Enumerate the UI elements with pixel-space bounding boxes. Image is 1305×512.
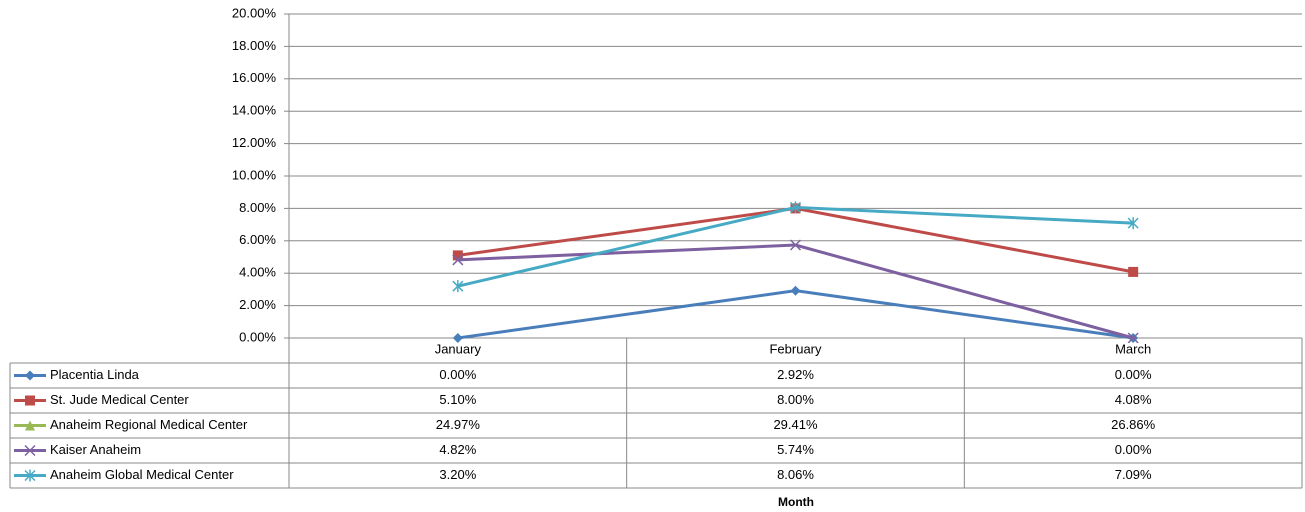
y-tick-label: 16.00% bbox=[232, 70, 277, 85]
table-value: 5.74% bbox=[777, 442, 814, 457]
table-value: 8.00% bbox=[777, 392, 814, 407]
marker bbox=[1128, 266, 1139, 277]
marker bbox=[452, 333, 463, 343]
x-tick-label: January bbox=[435, 341, 482, 356]
table-value: 26.86% bbox=[1111, 417, 1156, 432]
table-value: 0.00% bbox=[1115, 367, 1152, 382]
table-value: 2.92% bbox=[777, 367, 814, 382]
marker bbox=[1127, 332, 1139, 343]
table-value: 5.10% bbox=[439, 392, 476, 407]
marker bbox=[790, 285, 801, 296]
table-value: 3.20% bbox=[439, 467, 476, 482]
table-value: 8.06% bbox=[777, 467, 814, 482]
series-line bbox=[457, 289, 1134, 340]
marker bbox=[789, 239, 802, 251]
legend-marker bbox=[25, 420, 35, 431]
legend-entry: Kaiser Anaheim bbox=[14, 442, 141, 457]
y-tick-label: 6.00% bbox=[239, 232, 276, 247]
marker bbox=[452, 254, 464, 266]
x-axis-title: Month bbox=[778, 495, 814, 509]
table-value: 29.41% bbox=[773, 417, 818, 432]
series-line bbox=[457, 205, 1134, 288]
table-value: 4.08% bbox=[1115, 392, 1152, 407]
marker bbox=[452, 250, 463, 261]
y-tick-label: 12.00% bbox=[232, 135, 277, 150]
y-tick-label: 20.00% bbox=[232, 5, 277, 20]
legend-entry: Placentia Linda bbox=[14, 367, 140, 382]
marker bbox=[452, 280, 464, 293]
x-tick-label: February bbox=[769, 341, 822, 356]
legend-entry: St. Jude Medical Center bbox=[14, 392, 189, 407]
legend-label: Kaiser Anaheim bbox=[50, 442, 141, 457]
legend-marker bbox=[24, 469, 36, 482]
legend-label: Anaheim Global Medical Center bbox=[50, 467, 234, 482]
legend-label: Placentia Linda bbox=[50, 367, 140, 382]
table-value: 7.09% bbox=[1115, 467, 1152, 482]
table-value: 24.97% bbox=[436, 417, 481, 432]
y-tick-label: 10.00% bbox=[232, 167, 277, 182]
y-tick-label: 2.00% bbox=[239, 297, 276, 312]
legend-marker bbox=[25, 395, 35, 406]
x-tick-label: March bbox=[1115, 341, 1151, 356]
table-value: 0.00% bbox=[1115, 442, 1152, 457]
table-value: 0.00% bbox=[439, 367, 476, 382]
y-tick-label: 4.00% bbox=[239, 265, 276, 280]
y-tick-label: 0.00% bbox=[239, 329, 276, 344]
marker bbox=[1127, 217, 1139, 230]
legend-entry: Anaheim Global Medical Center bbox=[14, 467, 234, 482]
marker bbox=[789, 201, 802, 214]
legend-entry: Anaheim Regional Medical Center bbox=[14, 417, 248, 432]
legend-label: Anaheim Regional Medical Center bbox=[50, 417, 248, 432]
y-tick-label: 14.00% bbox=[232, 103, 277, 118]
plot-area bbox=[452, 201, 1139, 343]
legend-marker bbox=[24, 444, 36, 457]
y-tick-label: 8.00% bbox=[239, 200, 276, 215]
table-value: 4.82% bbox=[439, 442, 476, 457]
legend-label: St. Jude Medical Center bbox=[50, 392, 189, 407]
y-tick-label: 18.00% bbox=[232, 38, 277, 53]
legend-marker bbox=[25, 370, 35, 381]
